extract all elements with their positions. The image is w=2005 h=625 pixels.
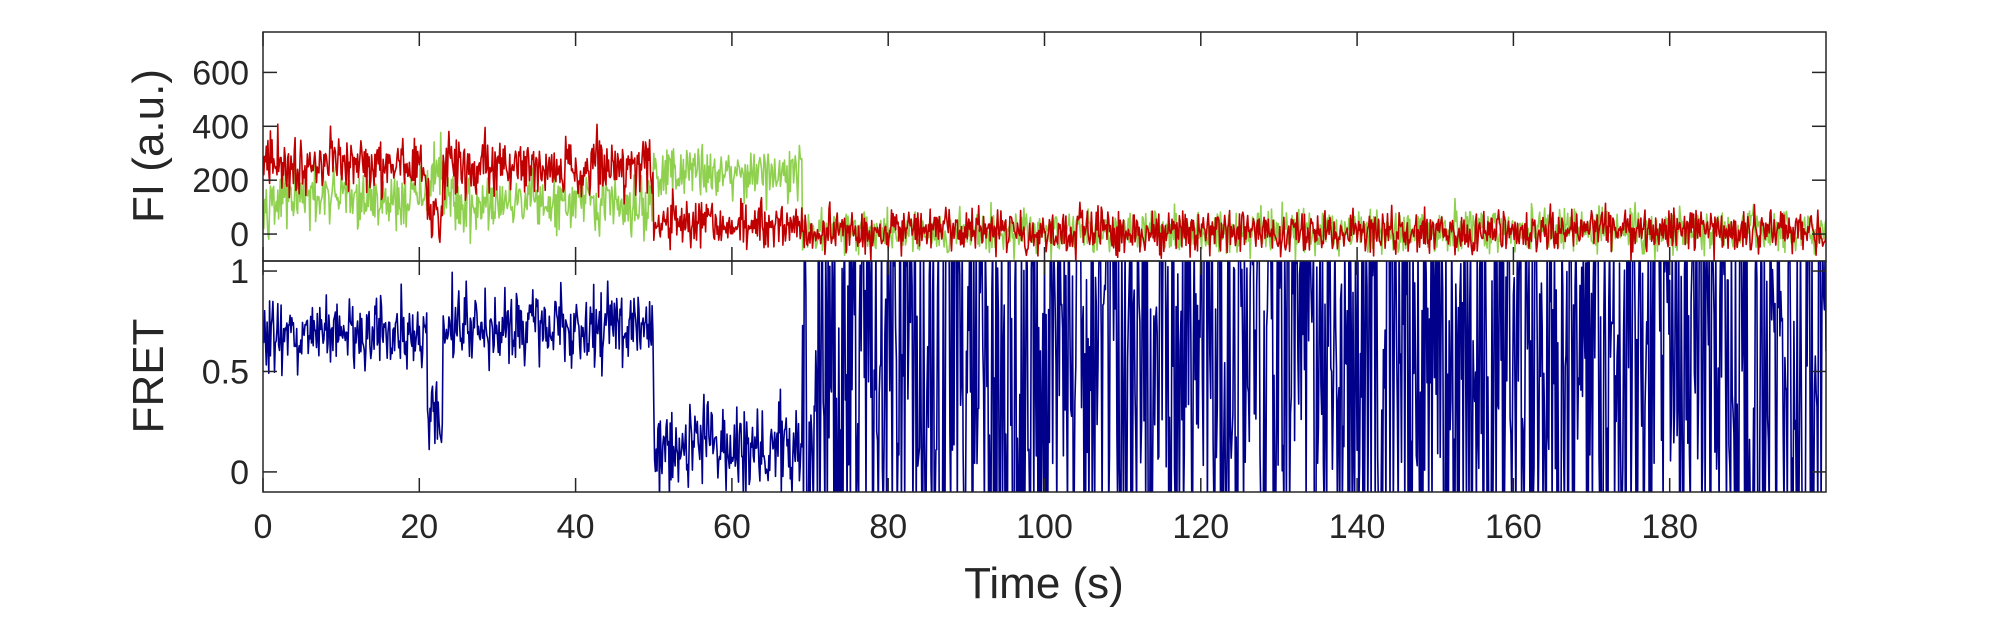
- time-x-tick-label: 100: [1016, 508, 1073, 546]
- intensity-y-tick-label: 400: [192, 108, 249, 146]
- time-x-axis-label: Time (s): [964, 559, 1124, 608]
- fret-y-axis-label: FRET: [124, 319, 173, 434]
- intensity-y-tick-label: 0: [230, 216, 249, 254]
- fret-panel: 0 0.5 1 0 20 40 60 80 100 120 140 160 180: [202, 253, 1827, 546]
- time-x-tick-label: 180: [1641, 508, 1698, 546]
- fret-y-tick-label: 0: [230, 454, 249, 492]
- intensity-y-tick-label: 200: [192, 162, 249, 200]
- time-x-tick-label: 0: [254, 508, 273, 546]
- intensity-traces: [263, 123, 1826, 261]
- intensity-panel: 0 200 400 600: [192, 31, 1827, 262]
- fret-y-tick-label: 0.5: [202, 353, 249, 391]
- time-x-tick-label: 60: [713, 508, 751, 546]
- time-x-tick-label: 120: [1172, 508, 1229, 546]
- time-x-tick-label: 140: [1329, 508, 1386, 546]
- fret-line: [263, 261, 1826, 492]
- intensity-y-axis-label: FI (a.u.): [124, 69, 173, 223]
- intensity-axes-box: [262, 31, 1827, 262]
- donor-intensity-line: [263, 131, 1826, 261]
- time-x-tick-label: 20: [400, 508, 438, 546]
- fret-y-tick-label: 1: [230, 253, 249, 291]
- time-x-tick-label: 160: [1485, 508, 1542, 546]
- time-x-tick-label: 40: [557, 508, 595, 546]
- acceptor-intensity-line: [263, 123, 1826, 261]
- fret-traces: [263, 261, 1826, 492]
- time-x-tick-label: 80: [869, 508, 907, 546]
- intensity-y-tick-label: 600: [192, 54, 249, 92]
